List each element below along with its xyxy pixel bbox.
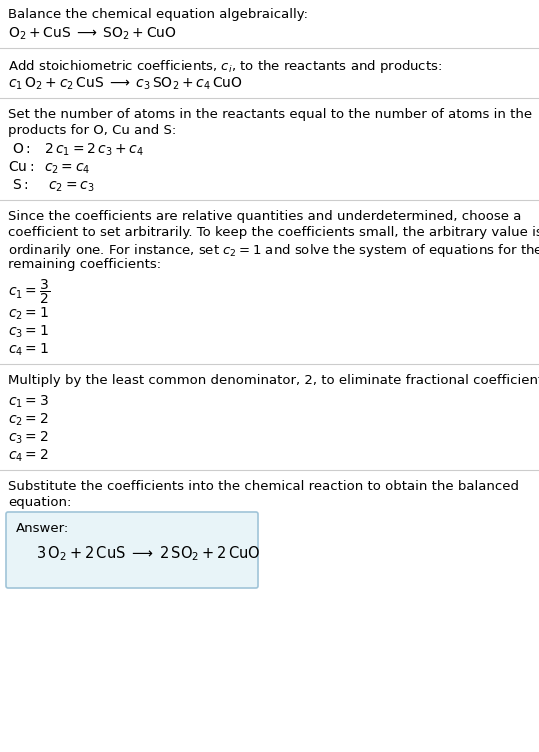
Text: $c_1 = \dfrac{3}{2}$: $c_1 = \dfrac{3}{2}$	[8, 278, 50, 306]
Text: $\mathrm{O_2 + CuS \;\longrightarrow\; SO_2 + CuO}$: $\mathrm{O_2 + CuS \;\longrightarrow\; S…	[8, 26, 177, 42]
Text: $c_1 = 3$: $c_1 = 3$	[8, 394, 49, 411]
Text: $3\,\mathrm{O_2} + 2\,\mathrm{CuS} \;\longrightarrow\; 2\,\mathrm{SO_2} + 2\,\ma: $3\,\mathrm{O_2} + 2\,\mathrm{CuS} \;\lo…	[36, 544, 261, 562]
Text: $c_4 = 2$: $c_4 = 2$	[8, 448, 49, 465]
Text: equation:: equation:	[8, 496, 71, 509]
Text: Answer:: Answer:	[16, 522, 69, 535]
Text: $\mathrm{S{:}}\;\;\;\;\, c_2 = c_3$: $\mathrm{S{:}}\;\;\;\;\, c_2 = c_3$	[12, 178, 94, 195]
Text: $c_1\,\mathrm{O_2} + c_2\,\mathrm{CuS} \;\longrightarrow\; c_3\,\mathrm{SO_2} + : $c_1\,\mathrm{O_2} + c_2\,\mathrm{CuS} \…	[8, 76, 243, 92]
Text: ordinarily one. For instance, set $c_2 = 1$ and solve the system of equations fo: ordinarily one. For instance, set $c_2 =…	[8, 242, 539, 259]
Text: coefficient to set arbitrarily. To keep the coefficients small, the arbitrary va: coefficient to set arbitrarily. To keep …	[8, 226, 539, 239]
Text: $c_3 = 2$: $c_3 = 2$	[8, 430, 49, 447]
Text: Balance the chemical equation algebraically:: Balance the chemical equation algebraica…	[8, 8, 308, 21]
Text: $c_2 = 1$: $c_2 = 1$	[8, 306, 49, 323]
Text: $c_4 = 1$: $c_4 = 1$	[8, 342, 49, 359]
Text: $c_3 = 1$: $c_3 = 1$	[8, 324, 49, 341]
Text: Substitute the coefficients into the chemical reaction to obtain the balanced: Substitute the coefficients into the che…	[8, 480, 519, 493]
Text: $c_2 = 2$: $c_2 = 2$	[8, 412, 49, 429]
Text: products for O, Cu and S:: products for O, Cu and S:	[8, 124, 176, 137]
FancyBboxPatch shape	[6, 512, 258, 588]
Text: Add stoichiometric coefficients, $c_i$, to the reactants and products:: Add stoichiometric coefficients, $c_i$, …	[8, 58, 442, 75]
Text: $\mathrm{O{:}}\;\;\; 2\,c_1 = 2\,c_3 + c_4$: $\mathrm{O{:}}\;\;\; 2\,c_1 = 2\,c_3 + c…	[12, 142, 144, 159]
Text: Set the number of atoms in the reactants equal to the number of atoms in the: Set the number of atoms in the reactants…	[8, 108, 532, 121]
Text: Since the coefficients are relative quantities and underdetermined, choose a: Since the coefficients are relative quan…	[8, 210, 521, 223]
Text: $\mathrm{Cu{:}}\;\; c_2 = c_4$: $\mathrm{Cu{:}}\;\; c_2 = c_4$	[8, 160, 91, 177]
Text: remaining coefficients:: remaining coefficients:	[8, 258, 161, 271]
Text: Multiply by the least common denominator, 2, to eliminate fractional coefficient: Multiply by the least common denominator…	[8, 374, 539, 387]
